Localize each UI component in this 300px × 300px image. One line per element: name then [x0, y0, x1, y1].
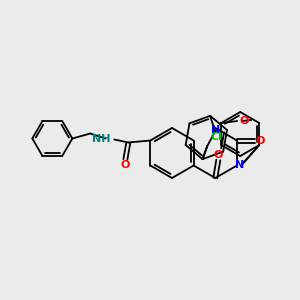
Text: O: O	[214, 150, 223, 160]
Text: NH: NH	[92, 134, 110, 143]
Text: O: O	[121, 160, 130, 170]
Text: Cl: Cl	[210, 132, 222, 142]
Text: N: N	[211, 125, 220, 135]
Text: O: O	[255, 136, 265, 146]
Text: N: N	[235, 160, 244, 170]
Text: O: O	[239, 116, 249, 126]
